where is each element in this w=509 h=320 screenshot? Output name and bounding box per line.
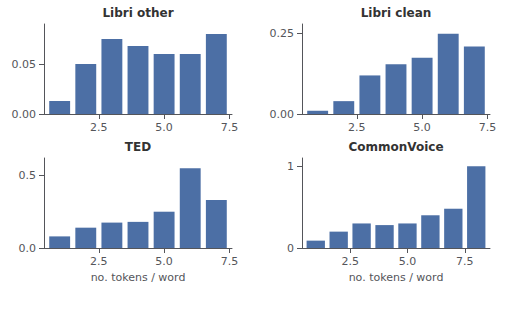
- svg-text:0: 0: [287, 242, 294, 255]
- svg-text:Libri other: Libri other: [102, 6, 173, 20]
- svg-text:Libri clean: Libri clean: [361, 6, 432, 20]
- svg-text:7.5: 7.5: [456, 255, 474, 268]
- svg-text:7.5: 7.5: [221, 255, 239, 268]
- svg-text:7.5: 7.5: [221, 121, 239, 134]
- svg-text:0.25: 0.25: [270, 27, 295, 40]
- svg-text:5.0: 5.0: [155, 121, 173, 134]
- svg-text:no. tokens / word: no. tokens / word: [91, 271, 186, 284]
- svg-text:0.00: 0.00: [270, 108, 295, 121]
- svg-text:5.0: 5.0: [399, 255, 417, 268]
- svg-text:7.5: 7.5: [479, 121, 497, 134]
- svg-text:2.5: 2.5: [90, 121, 108, 134]
- svg-text:0.0: 0.0: [19, 242, 37, 255]
- svg-text:5.0: 5.0: [413, 121, 431, 134]
- svg-text:1: 1: [287, 160, 294, 173]
- svg-text:5.0: 5.0: [155, 255, 173, 268]
- svg-text:0.00: 0.00: [12, 108, 37, 121]
- svg-text:TED: TED: [125, 140, 151, 154]
- svg-text:2.5: 2.5: [90, 255, 108, 268]
- svg-text:0.05: 0.05: [12, 58, 37, 71]
- svg-text:no. tokens / word: no. tokens / word: [349, 271, 444, 284]
- svg-text:2.5: 2.5: [348, 121, 366, 134]
- svg-text:2.5: 2.5: [341, 255, 359, 268]
- svg-text:0.5: 0.5: [19, 169, 37, 182]
- svg-text:CommonVoice: CommonVoice: [348, 140, 443, 154]
